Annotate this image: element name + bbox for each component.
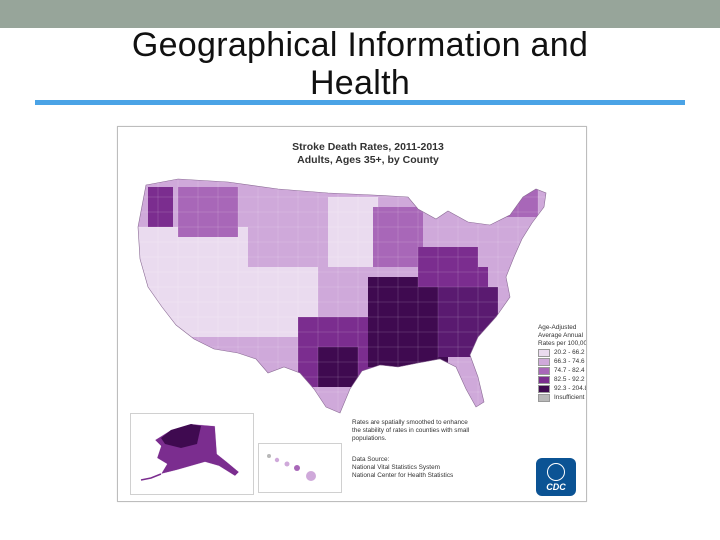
- legend-heading-line-2: Average Annual: [538, 332, 584, 339]
- title-underline: [35, 100, 685, 105]
- legend-label: 66.3 - 74.6: [554, 357, 585, 365]
- legend-swatch: [538, 366, 550, 375]
- hhs-seal-icon: [547, 462, 565, 481]
- legend-swatch: [538, 375, 550, 384]
- legend-label: 82.5 - 92.2: [554, 375, 585, 383]
- map-legend: Age-Adjusted Average Annual Rates per 10…: [538, 324, 587, 402]
- note-line-3: populations.: [352, 435, 387, 442]
- cdc-logo-text: CDC: [546, 481, 566, 492]
- slide-title-line-1: Geographical Information and: [131, 26, 589, 64]
- data-source: Data Source: National Vital Statistics S…: [352, 456, 542, 480]
- note-line-2: the stability of rates in counties with …: [352, 427, 470, 434]
- legend-item: Insufficient Data: [538, 393, 586, 402]
- source-line-1: National Vital Statistics System: [352, 464, 440, 471]
- legend-swatch: [538, 357, 550, 366]
- map-title-line-1: Stroke Death Rates, 2011-2013: [292, 141, 444, 153]
- legend-item: 82.5 - 92.2: [538, 375, 586, 384]
- legend-swatch: [538, 348, 550, 357]
- hawaii-map: [267, 454, 316, 481]
- us-county-map: [137, 178, 547, 414]
- stroke-map-figure: Stroke Death Rates, 2011-2013 Adults, Ag…: [117, 126, 587, 502]
- legend-heading-line-3: Rates per 100,000: [538, 340, 587, 347]
- source-heading: Data Source:: [352, 456, 390, 463]
- legend-label: 74.7 - 82.4: [554, 366, 585, 374]
- legend-item: 74.7 - 82.4: [538, 366, 586, 375]
- legend-heading: Age-Adjusted Average Annual Rates per 10…: [538, 324, 587, 348]
- cdc-logo: CDC: [536, 458, 576, 496]
- legend-label: Insufficient Data: [554, 393, 586, 401]
- legend-swatch: [538, 384, 550, 393]
- map-title-line-2: Adults, Ages 35+, by County: [297, 154, 439, 166]
- legend-item: 20.2 - 66.2: [538, 348, 586, 357]
- note-line-1: Rates are spatially smoothed to enhance: [352, 419, 468, 426]
- legend-item: 66.3 - 74.6: [538, 357, 586, 366]
- source-line-2: National Center for Health Statistics: [352, 472, 454, 479]
- alaska-map: [140, 423, 240, 481]
- legend-swatch: [538, 393, 550, 402]
- alaska-inset: [130, 413, 254, 495]
- top-bar: [0, 0, 720, 28]
- map-title: Stroke Death Rates, 2011-2013 Adults, Ag…: [268, 141, 468, 167]
- legend-label: 92.3 - 204.8: [554, 384, 587, 392]
- legend-items: 20.2 - 66.2 66.3 - 74.6 74.7 - 82.4 82.5 - …: [538, 348, 587, 402]
- legend-heading-line-1: Age-Adjusted: [538, 324, 577, 331]
- slide-title-line-2: Health: [309, 64, 411, 102]
- hawaii-inset: [258, 443, 342, 493]
- slide-title: Geographical Information and Health: [60, 26, 660, 102]
- legend-item: 92.3 - 204.8: [538, 384, 587, 393]
- smoothing-note: Rates are spatially smoothed to enhance …: [352, 419, 522, 443]
- legend-label: 20.2 - 66.2: [554, 348, 585, 356]
